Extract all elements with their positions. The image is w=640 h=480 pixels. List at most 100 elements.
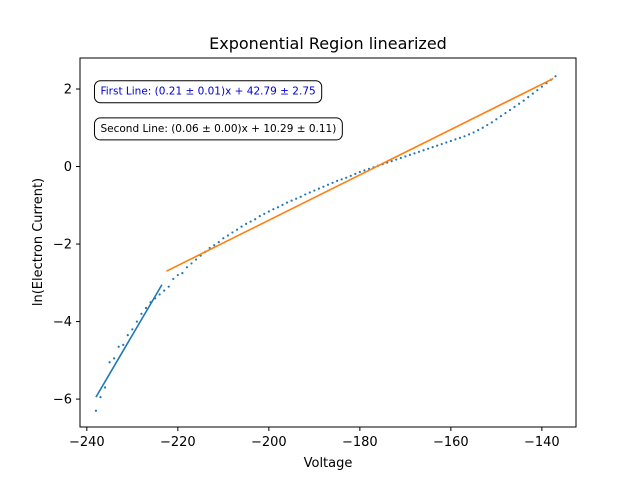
first-line-annotation: First Line: (0.21 ± 0.01)x + 42.79 ± 2.7… xyxy=(93,80,323,104)
data-point xyxy=(249,220,252,223)
data-point xyxy=(144,306,148,310)
data-point xyxy=(354,172,357,175)
data-point xyxy=(304,193,307,196)
data-point xyxy=(185,266,189,269)
x-tick-label: −200 xyxy=(251,435,287,450)
data-point xyxy=(117,345,120,348)
data-point xyxy=(276,206,280,209)
annotation-box xyxy=(93,117,343,141)
y-tick-label: −6 xyxy=(53,393,72,408)
data-point xyxy=(263,212,266,215)
x-tick-label: −240 xyxy=(69,435,105,450)
data-point xyxy=(290,199,293,202)
data-point xyxy=(358,170,361,174)
second-line-annotation: Second Line: (0.06 ± 0.00)x + 10.29 ± 0.… xyxy=(93,117,343,141)
data-point xyxy=(408,153,412,157)
data-point xyxy=(417,150,421,153)
y-tick-label: 2 xyxy=(64,83,72,98)
data-point xyxy=(126,334,129,337)
data-point xyxy=(158,293,161,296)
data-point xyxy=(427,147,430,150)
data-point xyxy=(222,237,225,240)
x-tick-label: −220 xyxy=(160,435,196,450)
data-point xyxy=(163,289,166,292)
data-point xyxy=(454,138,457,141)
axes-frame xyxy=(79,57,577,428)
data-point xyxy=(467,133,471,136)
y-tick-label: −2 xyxy=(53,238,72,253)
data-point xyxy=(267,210,270,213)
data-point xyxy=(226,234,229,237)
data-point xyxy=(431,146,434,149)
data-point xyxy=(235,228,239,231)
x-tick-label: −160 xyxy=(433,435,469,450)
data-point xyxy=(463,135,466,138)
data-point xyxy=(103,386,107,389)
y-axis-label: ln(Electron Current) xyxy=(31,178,46,306)
data-point xyxy=(449,139,452,143)
data-point xyxy=(258,215,261,218)
data-point xyxy=(422,149,425,152)
data-point xyxy=(272,208,275,211)
y-tick-label: −4 xyxy=(53,315,72,330)
data-point xyxy=(194,258,198,261)
data-point xyxy=(390,160,393,163)
second-fit-line xyxy=(166,77,554,272)
first-fit-line xyxy=(95,284,163,398)
data-point xyxy=(436,144,439,147)
x-axis-label: Voltage xyxy=(304,456,353,471)
data-point xyxy=(190,262,193,265)
data-point xyxy=(113,357,116,360)
data-point xyxy=(167,285,170,288)
data-point xyxy=(440,142,443,146)
annotation-text: First Line: (0.21 ± 0.01)x + 42.79 ± 2.7… xyxy=(100,86,315,98)
data-point xyxy=(94,409,98,412)
data-point xyxy=(231,231,234,234)
data-point xyxy=(513,105,516,108)
data-point xyxy=(345,176,348,179)
plot-area xyxy=(94,75,557,412)
axis-ticks: −240 −220 −200 −180 −160 −140 −6 −4 −2 0 2 xyxy=(53,83,560,450)
data-point xyxy=(363,169,366,172)
data-point xyxy=(108,361,111,364)
data-point xyxy=(317,187,320,190)
data-point xyxy=(285,201,289,204)
data-point xyxy=(490,121,493,124)
data-point xyxy=(499,115,503,118)
data-point xyxy=(326,183,330,186)
data-point xyxy=(477,128,480,132)
data-point xyxy=(135,320,138,323)
annotation-box xyxy=(93,80,323,104)
data-point xyxy=(413,152,416,155)
data-point xyxy=(240,225,243,228)
data-point xyxy=(131,328,134,331)
data-point xyxy=(395,158,398,161)
chart-title: Exponential Region linearized xyxy=(209,34,447,53)
data-point xyxy=(472,131,475,134)
data-point xyxy=(554,75,557,78)
data-point xyxy=(208,246,211,250)
data-point xyxy=(508,108,512,112)
data-point xyxy=(122,343,125,346)
x-tick-label: −140 xyxy=(524,435,560,450)
data-point xyxy=(531,92,534,95)
data-point xyxy=(217,241,220,244)
y-tick-label: 0 xyxy=(64,160,72,175)
data-point xyxy=(313,189,316,192)
data-point xyxy=(445,141,448,144)
data-point xyxy=(176,273,179,277)
data-point xyxy=(336,179,339,182)
data-point xyxy=(536,89,539,92)
data-point xyxy=(458,136,462,139)
data-point xyxy=(99,396,102,399)
data-point xyxy=(181,272,184,275)
data-point xyxy=(495,118,498,121)
data-point xyxy=(522,99,525,102)
data-point xyxy=(295,197,298,200)
data-point xyxy=(504,111,507,115)
data-point xyxy=(340,178,343,181)
data-point xyxy=(140,312,143,315)
data-point xyxy=(540,85,543,88)
x-tick-label: −180 xyxy=(342,435,378,450)
annotations: First Line: (0.21 ± 0.01)x + 42.79 ± 2.7… xyxy=(93,80,343,141)
